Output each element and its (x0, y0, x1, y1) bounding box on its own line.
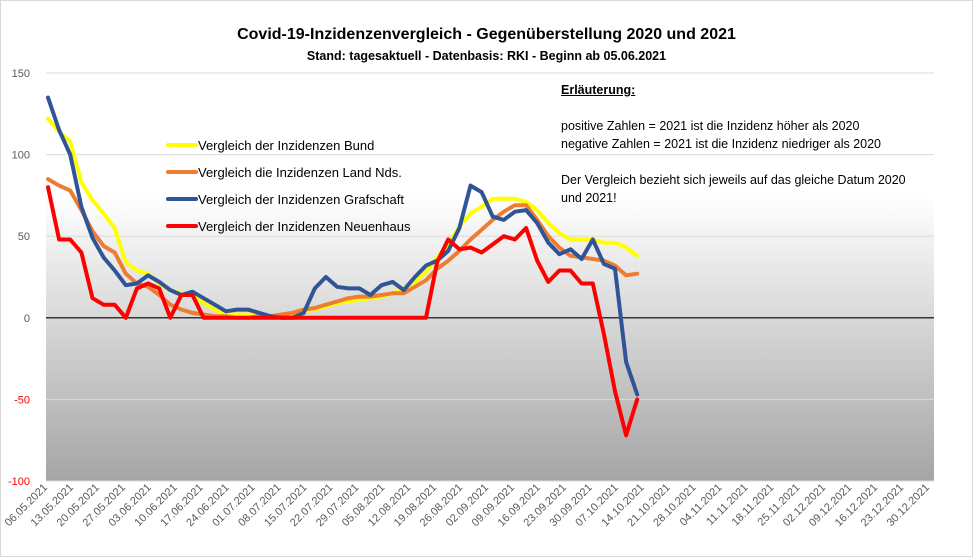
note-heading: Erläuterung: (561, 83, 636, 97)
legend-label: Vergleich der Inzidenzen Bund (198, 138, 374, 153)
note-comparison: Der Vergleich bezieht sich jeweils auf d… (561, 173, 906, 205)
note-positive: positive Zahlen = 2021 ist die Inzidenz … (561, 119, 860, 133)
legend-label: Vergleich die Inzidenzen Land Nds. (198, 165, 402, 180)
y-tick-label: 50 (18, 231, 30, 243)
series-line-3 (46, 95, 640, 397)
y-tick-label: 150 (12, 68, 30, 80)
chart-subtitle: Stand: tagesaktuell - Datenbasis: RKI - … (306, 49, 667, 63)
series-line-1 (46, 116, 640, 319)
note-negative: negative Zahlen = 2021 ist die Inzidenz … (561, 137, 882, 151)
series-line-4 (46, 185, 640, 438)
y-tick-label: -50 (14, 394, 30, 406)
chart-title: Covid-19-Inzidenzenvergleich - Gegenüber… (237, 26, 736, 43)
legend-label: Vergleich der Inzidenzen Grafschaft (198, 192, 404, 207)
plot-area (46, 73, 934, 481)
legend-label: Vergleich der Inzidenzen Neuenhaus (198, 219, 411, 234)
y-tick-label: 0 (24, 313, 30, 325)
y-tick-label: -100 (8, 476, 30, 488)
y-tick-label: 100 (12, 150, 30, 162)
